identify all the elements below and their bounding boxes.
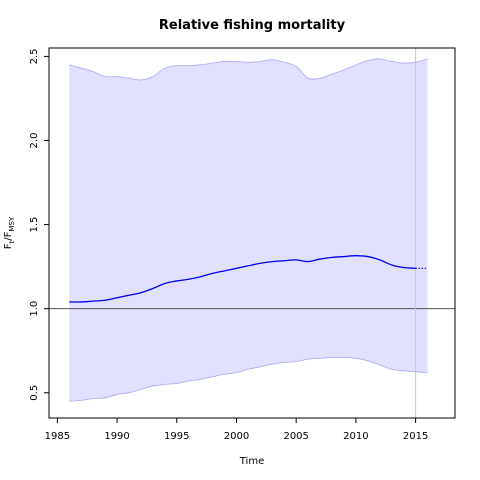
y-tick-label: 1.0 <box>29 301 40 317</box>
y-tick-label: 1.5 <box>29 217 40 233</box>
y-axis: 0.5 1.0 1.5 2.0 2.5 <box>29 48 49 401</box>
plot-border <box>48 47 456 419</box>
confidence-band-lower-edge <box>69 356 428 402</box>
x-tick-label: 1990 <box>104 431 129 442</box>
y-axis-label-sub1: t <box>8 240 16 243</box>
y-tick-label: 2.0 <box>29 133 40 149</box>
y-tick-label: 0.5 <box>29 385 40 401</box>
confidence-band <box>69 58 428 402</box>
y-axis-label-main: F <box>3 243 14 249</box>
x-tick-label: 2000 <box>224 431 249 442</box>
y-tick-label: 2.5 <box>29 48 40 64</box>
x-axis: 1985 1990 1995 2000 2005 2010 2015 <box>45 418 428 442</box>
plot-area <box>49 48 455 418</box>
confidence-band-upper-edge <box>69 58 428 81</box>
x-axis-label: Time <box>239 456 264 467</box>
x-tick-label: 2010 <box>343 431 368 442</box>
chart-title: Relative fishing mortality <box>159 18 346 33</box>
x-tick-label: 1995 <box>164 431 189 442</box>
y-axis-label-sub2: MSY <box>8 216 16 231</box>
x-tick-label: 2005 <box>283 431 308 442</box>
series-line <box>69 255 416 303</box>
y-axis-label: Ft/FMSY <box>3 216 16 249</box>
y-axis-label-mid: /F <box>3 231 14 240</box>
x-tick-label: 1985 <box>45 431 70 442</box>
x-tick-label: 2015 <box>403 431 428 442</box>
